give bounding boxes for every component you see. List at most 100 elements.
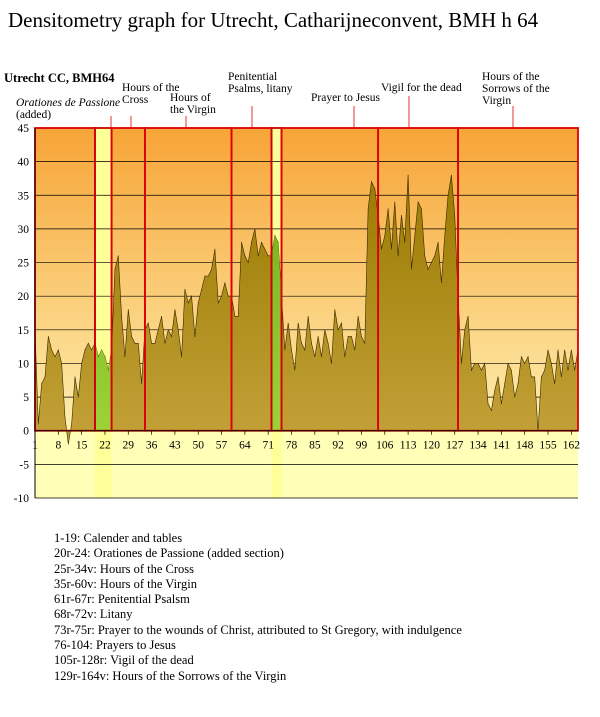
data-point [297,322,299,324]
data-point [167,329,169,331]
x-tick-label: 113 [400,440,417,452]
data-point [421,208,422,210]
y-tick-label: 15 [18,325,30,337]
data-point [247,262,249,263]
data-point [71,423,73,425]
data-point [164,342,166,344]
data-point [117,255,119,257]
legend-item: 61r-67r: Penitential Psalsm [54,592,190,607]
data-point [347,336,349,337]
data-point [331,363,332,364]
data-point [394,201,396,203]
data-point [500,403,502,405]
data-point [337,329,339,331]
data-point [304,349,306,351]
data-point [84,349,86,351]
data-point [524,363,526,364]
data-point [134,342,136,344]
data-point [411,268,412,270]
data-point [124,356,126,358]
data-point [514,396,516,398]
data-point [334,309,336,311]
data-point [557,349,559,351]
data-point [57,349,59,351]
data-point [177,329,179,331]
legend-item: 1-19: Calender and tables [54,531,183,545]
data-point [447,194,449,196]
y-tick-label: 5 [23,392,29,404]
data-point [520,356,522,358]
y-tick-label: 45 [18,123,30,135]
x-tick-label: 43 [169,440,181,452]
section-title-4: Penitential [228,71,277,83]
legend-item: 68r-72v: Litany [54,607,133,622]
data-point [44,376,46,378]
section-title-8: Virgin [482,95,511,107]
data-point [474,363,476,364]
data-point [211,268,212,270]
y-tick-label: -10 [14,493,30,505]
data-point [244,255,246,257]
data-point [261,241,262,243]
data-point [257,255,259,257]
data-point [560,376,562,378]
data-point [264,248,266,250]
data-point [324,329,326,331]
legend-item: 129r-164v: Hours of the Sorrows of the V… [54,668,287,683]
data-point [64,416,66,418]
data-point [554,383,556,385]
data-point [187,302,189,304]
data-point [364,342,366,344]
data-point [61,363,63,364]
x-tick-label: 127 [446,440,464,452]
data-point [197,302,199,304]
data-point [344,356,346,358]
x-tick-label: 64 [239,440,251,452]
data-point [391,248,392,250]
data-point [97,356,99,358]
data-point [101,349,103,351]
y-tick-label: 20 [18,291,30,303]
y-tick-label: 0 [23,426,29,438]
x-tick-label: 155 [539,440,557,452]
data-point [294,369,296,371]
x-tick-label: 120 [423,440,441,452]
y-tick-label: 35 [18,190,30,202]
data-point [547,349,549,351]
data-point [367,208,369,210]
x-tick-label: 134 [469,440,487,452]
data-point [497,376,499,378]
legend-item: 35r-60v: Hours of the Virgin [54,576,197,591]
x-tick-label: 8 [55,440,61,452]
page-title: Densitometry graph for Utrecht, Catharij… [8,8,539,32]
y-tick-label: 30 [18,224,30,236]
data-point [151,342,152,344]
data-point [217,302,219,304]
y-tick-label: -5 [19,459,29,471]
data-point [207,275,209,277]
section-title-2: Cross [122,94,149,106]
data-point [510,369,512,371]
data-point [37,423,39,425]
data-point [441,282,442,284]
data-point [121,315,123,317]
data-point [387,208,389,210]
data-point [254,228,256,230]
data-point [530,376,532,378]
section-title-7: Vigil for the dead [381,82,462,94]
legend-item: 105r-128r: Vigil of the dead [54,653,194,668]
densitometry-chart: -10 -5 0 5 10 15 20 25 30 35 40 45 1 8 15 22 29 36 43 50 57 6… [4,71,580,505]
data-point [274,235,276,237]
data-point [51,349,53,351]
section-title-3: Hours of [170,92,211,104]
data-point [574,369,576,371]
section-title-0: (added) [16,109,51,121]
x-tick-label: 15 [76,440,88,452]
data-point [87,342,89,344]
data-point [427,268,429,270]
data-point [204,275,206,277]
data-point [287,322,289,324]
data-point [407,174,409,176]
data-point [424,255,426,257]
data-point [114,268,116,270]
